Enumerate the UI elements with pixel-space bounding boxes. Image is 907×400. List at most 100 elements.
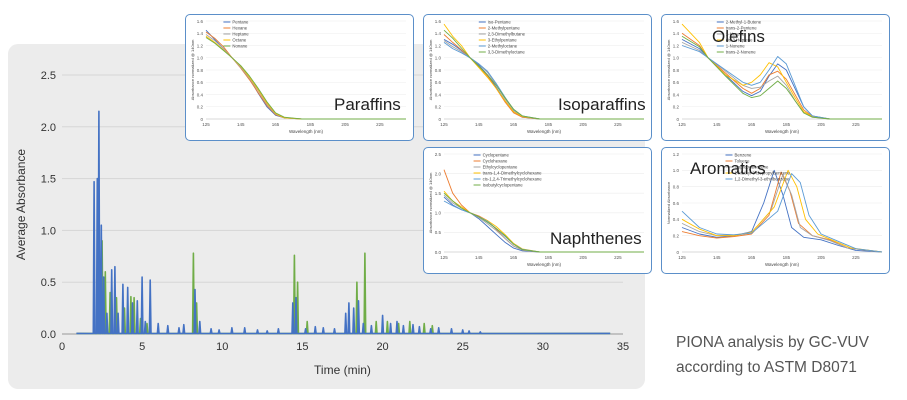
y-tick-label: 0.2 bbox=[197, 105, 204, 110]
legend-label: iso-Pentane bbox=[488, 20, 512, 25]
naphthenes-chart: 0.0 0.5 1.0 1.5 2.0 2.5 125 145 165 185 205 225 Wave… bbox=[428, 152, 644, 267]
isoparaffins-title: Isoparaffins bbox=[558, 95, 646, 114]
legend-label: trans-1,4-Dimethylcyclohexane bbox=[483, 171, 543, 176]
paraffins-chart: 0 0.2 0.4 0.6 0.8 1.0 1.2 1.4 1.6 125 145 165 185 205… bbox=[190, 19, 406, 134]
legend-label: Hexane bbox=[232, 26, 247, 31]
x-tick-label: 165 bbox=[510, 122, 518, 127]
chromatogram-chart: 0.0 0.5 1.0 1.5 2.0 2.5 0 5 10 15 20 25 30 35 Time (mi… bbox=[14, 70, 629, 377]
x-tick-label: 125 bbox=[678, 255, 686, 260]
y-tick-label: 1.6 bbox=[197, 19, 204, 24]
legend-label: cis-3-Heptene bbox=[726, 38, 753, 43]
y-tick-label: 0 bbox=[676, 117, 679, 122]
spectrum-line bbox=[443, 29, 644, 120]
y-tick-label: 2.5 bbox=[41, 70, 56, 82]
y-tick-label: 2.0 bbox=[41, 122, 56, 134]
y-tick-label: 1.2 bbox=[673, 43, 680, 48]
legend-label: 2,3-Dimethylbutane bbox=[488, 32, 526, 37]
aromatics-spectra-panel: 0 0.2 0.4 0.6 0.8 1.0 1.2 125 145 165 185 205 225 Wav… bbox=[661, 147, 890, 274]
y-tick-label: 1.0 bbox=[197, 56, 204, 61]
olefins-title: Olefins bbox=[712, 27, 765, 46]
legend-label: Cyclohexane bbox=[483, 159, 508, 164]
y-tick-label: 0.4 bbox=[435, 92, 442, 97]
x-tick-label: 225 bbox=[852, 255, 860, 260]
y-axis-label: Absorbance normalized @ 140nm bbox=[428, 172, 433, 233]
y-tick-label: 1.0 bbox=[435, 211, 442, 216]
x-tick-label: 145 bbox=[237, 122, 245, 127]
legend-label: cis-1,2,4-Trimethylcyclohexane bbox=[483, 177, 543, 182]
legend-label: Ethylcyclopentane bbox=[483, 165, 518, 170]
x-tick-label: 10 bbox=[216, 341, 228, 353]
legend-label: 1,2-Dimethyl-3-ethylbenzene bbox=[734, 177, 790, 182]
x-axis-label: Wavelength (nm) bbox=[527, 129, 562, 134]
x-tick-label: 165 bbox=[748, 122, 756, 127]
y-tick-label: 2.5 bbox=[435, 152, 442, 157]
x-tick-label: 145 bbox=[475, 122, 483, 127]
x-tick-label: 185 bbox=[783, 255, 791, 260]
x-tick-label: 205 bbox=[817, 255, 825, 260]
y-tick-label: 1.6 bbox=[435, 19, 442, 24]
x-axis-label: Time (min) bbox=[314, 363, 371, 377]
aromatics-title: Aromatics bbox=[690, 159, 766, 178]
x-tick-label: 165 bbox=[510, 255, 518, 260]
legend-label: Octane bbox=[232, 38, 246, 43]
x-tick-label: 225 bbox=[614, 255, 622, 260]
x-tick-label: 205 bbox=[579, 255, 587, 260]
legend-label: 1-Hexene bbox=[726, 32, 745, 37]
x-tick-label: 185 bbox=[545, 255, 553, 260]
spectrum-line bbox=[443, 192, 644, 253]
x-tick-label: 205 bbox=[817, 122, 825, 127]
legend-label: 3-Ethylpentane bbox=[488, 38, 518, 43]
legend-label: Heptane bbox=[232, 32, 249, 37]
y-tick-label: 1.4 bbox=[197, 31, 204, 36]
x-tick-label: 125 bbox=[202, 122, 210, 127]
caption: PIONA analysis by GC-VUV according to AS… bbox=[676, 330, 896, 380]
x-axis-label: Wavelength (nm) bbox=[527, 262, 562, 267]
x-tick-label: 205 bbox=[341, 122, 349, 127]
spectrum-line bbox=[681, 45, 882, 120]
y-tick-label: 0.6 bbox=[673, 80, 680, 85]
x-tick-label: 185 bbox=[307, 122, 315, 127]
spectrum-line bbox=[681, 35, 882, 120]
paraffins-spectra-panel: 0 0.2 0.4 0.6 0.8 1.0 1.2 1.4 1.6 125 145 165 185 205… bbox=[185, 14, 414, 141]
naphthenes-spectra-panel: 0.0 0.5 1.0 1.5 2.0 2.5 125 145 165 185 205 225 Wave… bbox=[423, 147, 652, 274]
y-tick-label: 0.4 bbox=[197, 92, 204, 97]
legend-label: 1-Methyl-3-isopropylbenzene bbox=[734, 171, 790, 176]
legend-label: Toluene bbox=[734, 159, 750, 164]
x-axis-label: Wavelength (nm) bbox=[765, 129, 800, 134]
spectrum-line bbox=[205, 35, 406, 120]
spectrum-line bbox=[681, 169, 883, 253]
y-tick-label: 1.0 bbox=[41, 225, 56, 237]
y-tick-label: 0.4 bbox=[673, 92, 680, 97]
paraffins-title: Paraffins bbox=[334, 95, 401, 114]
x-tick-label: 35 bbox=[617, 341, 629, 353]
y-axis-label: Absorbance normalized @ 140nm bbox=[428, 39, 433, 100]
spectrum-line bbox=[443, 23, 644, 120]
spectrum-line bbox=[681, 39, 882, 120]
y-tick-label: 0.6 bbox=[435, 80, 442, 85]
y-tick-label: 0.8 bbox=[673, 184, 680, 189]
olefins-spectra-panel: 0 0.2 0.4 0.6 0.8 1.0 1.2 1.4 1.6 125 145 165 185 205… bbox=[661, 14, 890, 141]
y-tick-label: 0.6 bbox=[197, 80, 204, 85]
chromatogram-trace-blue bbox=[76, 110, 611, 335]
y-axis-label: Average Absorbance bbox=[14, 149, 28, 261]
x-tick-label: 5 bbox=[139, 341, 145, 353]
y-tick-label: 1.6 bbox=[673, 19, 680, 24]
x-tick-label: 20 bbox=[376, 341, 388, 353]
legend-label: Pentane bbox=[232, 20, 249, 25]
legend-label: Cyclopentane bbox=[483, 153, 510, 158]
y-axis-label: Absorbance normalized @ 140nm bbox=[190, 39, 195, 100]
x-tick-label: 145 bbox=[713, 122, 721, 127]
x-tick-label: 165 bbox=[748, 255, 756, 260]
caption-line-1: PIONA analysis by GC-VUV bbox=[676, 334, 869, 351]
x-tick-label: 125 bbox=[440, 122, 448, 127]
spectrum-line bbox=[681, 173, 883, 253]
y-tick-label: 0.2 bbox=[673, 233, 680, 238]
legend-label: Benzene bbox=[734, 153, 752, 158]
y-tick-label: 1.5 bbox=[435, 191, 442, 196]
y-tick-label: 0 bbox=[438, 117, 441, 122]
y-tick-label: 0.0 bbox=[41, 329, 56, 341]
y-tick-label: 0.2 bbox=[435, 105, 442, 110]
legend-label: trans-2-Pentene bbox=[726, 26, 757, 31]
x-tick-label: 30 bbox=[537, 341, 549, 353]
y-tick-label: 1.0 bbox=[435, 56, 442, 61]
